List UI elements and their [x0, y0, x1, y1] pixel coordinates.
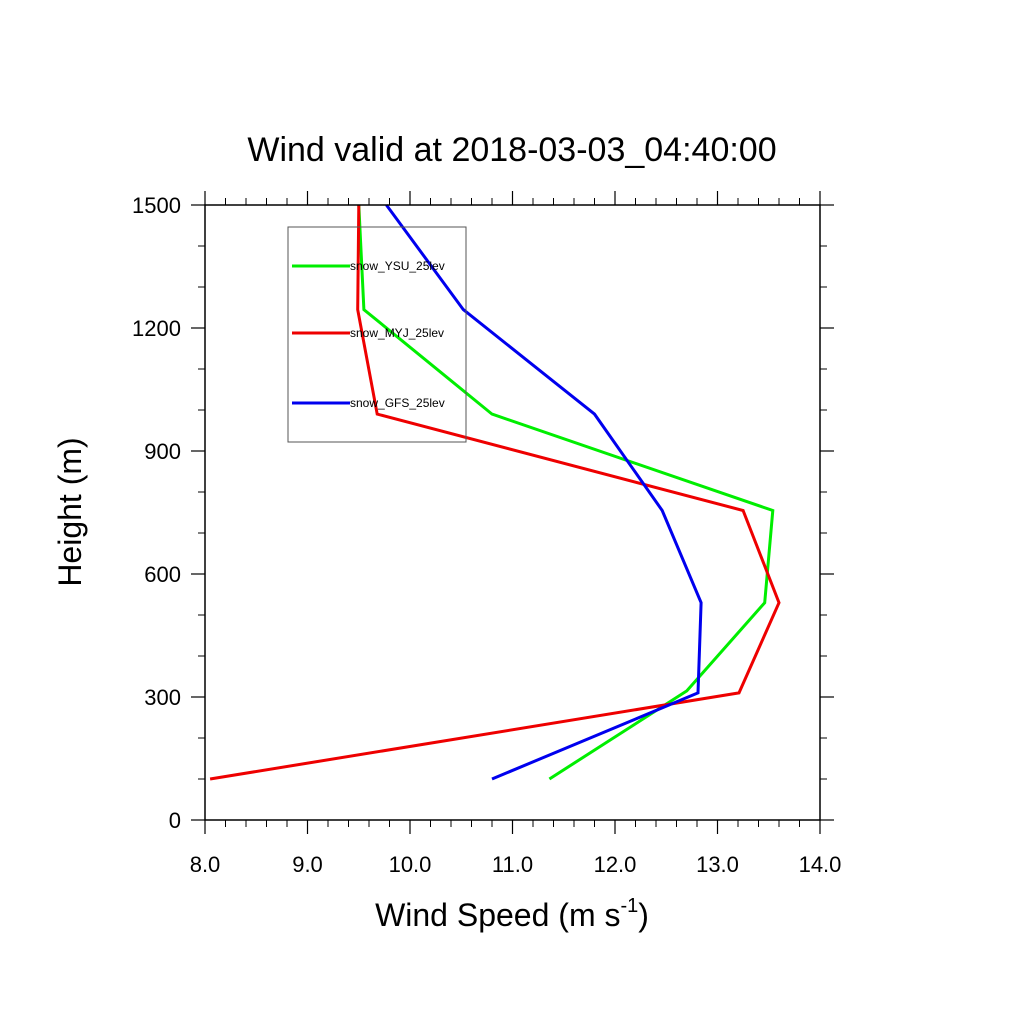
plot-frame [204, 204, 821, 821]
x-axis-label-superscript: -1 [620, 895, 638, 917]
legend-label-2: snow_MYJ_25lev [350, 326, 444, 340]
y-tick-label: 1200 [132, 316, 181, 341]
series-line-2 [209, 204, 781, 781]
legend-label-3: snow_GFS_25lev [350, 396, 445, 410]
legend: snow_YSU_25lev snow_MYJ_25lev snow_GFS_25l… [287, 226, 467, 443]
legend-label-1: snow_YSU_25lev [350, 259, 445, 273]
series-line-1 [357, 204, 775, 781]
series-line-3 [385, 204, 703, 781]
legend-box [287, 226, 467, 443]
x-tick-label: 8.0 [190, 852, 221, 877]
axis-tick-labels: 8.0 9.0 10.0 11.0 12.0 13.0 14.0 0 300 600 900 1200… [132, 193, 841, 877]
x-axis-label-suffix: ) [638, 897, 649, 933]
y-tick-label: 900 [144, 439, 181, 464]
axis-ticks [191, 191, 834, 834]
x-tick-label: 10.0 [389, 852, 432, 877]
x-tick-label: 14.0 [799, 852, 842, 877]
y-tick-label: 600 [144, 562, 181, 587]
series-lines [209, 204, 781, 781]
chart-title: Wind valid at 2018-03-03_04:40:00 [247, 131, 776, 169]
x-axis-label: Wind Speed (m s-1) [375, 895, 649, 933]
y-axis-label: Height (m) [52, 437, 88, 586]
x-tick-label: 13.0 [696, 852, 739, 877]
y-tick-label: 300 [144, 685, 181, 710]
x-tick-label: 12.0 [594, 852, 637, 877]
y-tick-label: 1500 [132, 193, 181, 218]
x-tick-label: 11.0 [492, 852, 533, 877]
x-axis-label-main: Wind Speed (m s [375, 897, 620, 933]
y-tick-label: 0 [169, 808, 181, 833]
x-tick-label: 9.0 [292, 852, 323, 877]
